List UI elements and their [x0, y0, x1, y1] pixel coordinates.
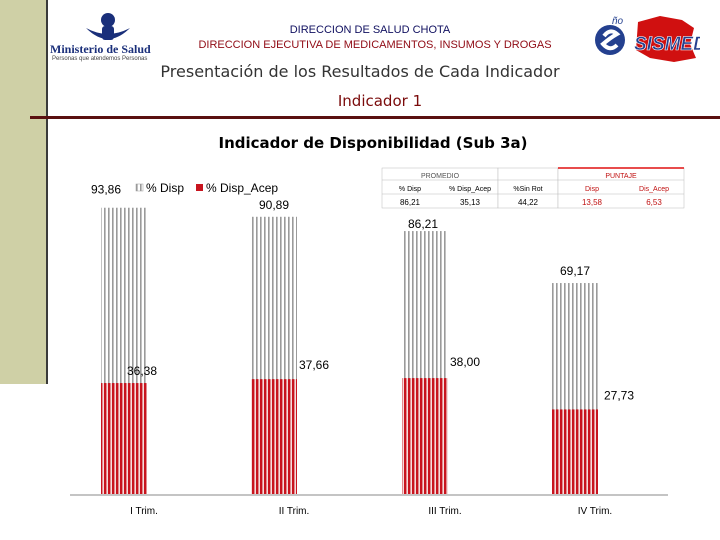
ministry-tagline: Personas que atendemos Personas [52, 56, 148, 62]
data-label-disp-q2: 90,89 [259, 198, 289, 212]
legend-label-disp: % Disp [146, 181, 184, 195]
indicator-heading: Indicador 1 [337, 92, 423, 110]
page-subtitle: Presentación de los Resultados de Cada I… [160, 62, 560, 81]
table-val-sin-rot: 44,22 [518, 198, 539, 207]
table-promedio-header: PROMEDIO [421, 173, 460, 180]
table-val-disp: 86,21 [400, 198, 421, 207]
bar-disp-acep-q2 [251, 379, 297, 494]
x-tick-label-q4: IV Trim. [578, 506, 612, 517]
table-col-puntaje-dis-acep: Dis_Acep [639, 186, 669, 193]
legend-label-disp-acep: % Disp_Acep [206, 181, 278, 195]
header-line-2: DIRECCION EJECUTIVA DE MEDICAMENTOS, INS… [198, 39, 552, 51]
table-val-puntaje-dis-acep: 6,53 [646, 198, 662, 207]
bar-disp-acep-q4 [552, 409, 598, 494]
logo-superscript: ño [612, 16, 624, 27]
data-label-disp-q1: 93,86 [91, 183, 121, 197]
data-label-disp-acep-q1: 36,38 [127, 364, 157, 378]
data-label-disp-acep-q2: 37,66 [299, 358, 329, 372]
data-label-disp-q3: 86,21 [408, 217, 438, 231]
header-line-1: DIRECCION DE SALUD CHOTA [289, 24, 451, 36]
x-tick-label-q3: III Trim. [428, 506, 461, 517]
title-divider [30, 116, 720, 119]
bar-disp-acep-q1 [101, 383, 147, 494]
ministry-logo: Ministerio de Salud Personas que atendem… [50, 10, 170, 62]
legend-swatch-disp-acep [196, 184, 203, 191]
ministry-emblem-icon [86, 13, 130, 40]
legend-swatch-disp [135, 183, 144, 192]
table-puntaje-header: PUNTAJE [605, 173, 637, 180]
table-val-puntaje-disp: 13,58 [582, 198, 603, 207]
chart-title: Indicador de Disponibilidad (Sub 3a) [218, 134, 528, 152]
sismed-logo: ño SISMED [590, 14, 707, 64]
table-col-sin-rot: %Sin Rot [513, 186, 542, 193]
sismed-wordmark: SISMED [634, 34, 700, 55]
summary-table: PROMEDIO PUNTAJE % Disp % Disp_Acep %Sin… [381, 167, 685, 209]
bar-disp-acep-q3 [402, 378, 448, 494]
table-col-disp: % Disp [399, 186, 421, 193]
table-val-disp-acep: 35,13 [460, 198, 481, 207]
data-label-disp-q4: 69,17 [560, 264, 590, 278]
data-label-disp-acep-q3: 38,00 [450, 355, 480, 369]
table-col-disp-acep: % Disp_Acep [449, 186, 491, 193]
table-col-puntaje-disp: Disp [585, 186, 599, 193]
map-shape-icon [636, 16, 696, 62]
x-tick-label-q2: II Trim. [279, 506, 310, 517]
ministry-brand: Ministerio de Salud [50, 42, 151, 56]
left-sidebar-bar [0, 0, 48, 384]
x-tick-label-q1: I Trim. [130, 506, 158, 517]
data-label-disp-acep-q4: 27,73 [604, 388, 634, 402]
